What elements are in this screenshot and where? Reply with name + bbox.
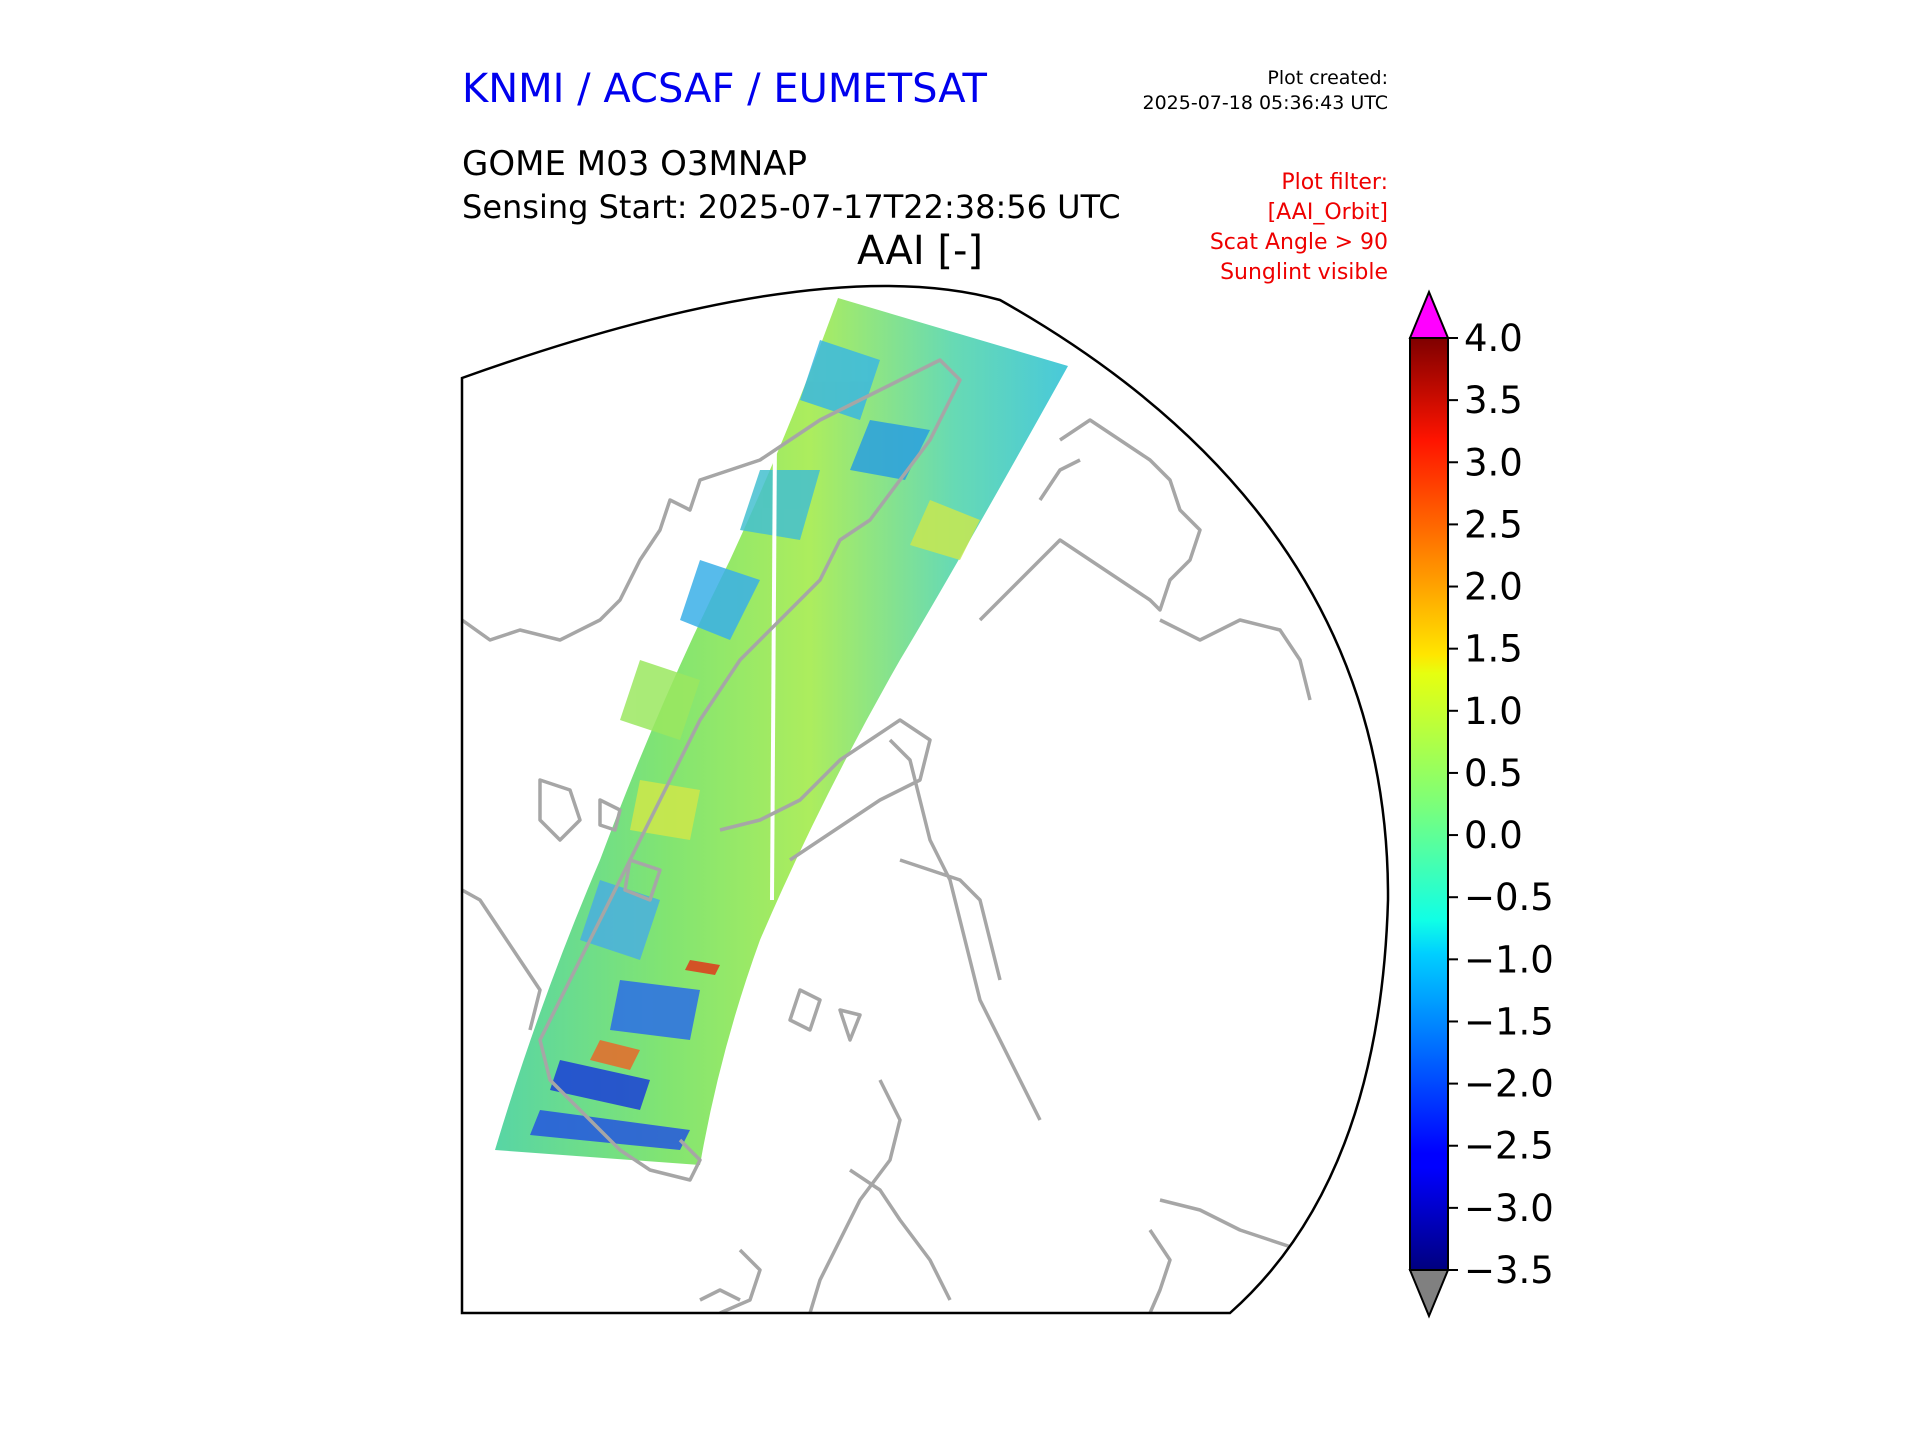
colorbar-tick-label: −2.0	[1464, 1063, 1554, 1106]
colorbar-tick-label: −2.5	[1464, 1125, 1554, 1168]
colorbar-tick-label: 1.0	[1464, 690, 1523, 733]
colorbar-under-arrow	[1408, 1269, 1450, 1319]
colorbar-tick-label: 2.0	[1464, 566, 1523, 609]
plot-filter-line: Sunglint visible	[1220, 260, 1388, 285]
plot-filter-line: Scat Angle > 90	[1209, 230, 1388, 255]
plot-filter-label: Plot filter:	[1281, 170, 1388, 195]
colorbar-tick-label: −1.0	[1464, 938, 1554, 981]
plot-created-time: 2025-07-18 05:36:43 UTC	[1142, 92, 1389, 114]
plot-created: Plot created: 2025-07-18 05:36:43 UTC	[1060, 66, 1389, 116]
colorbar-ticks: 4.0 3.5 3.0 2.5 2.0 1.5 1.0 0.5 0.0 −0.5 −1.0 −1.5 −…	[1448, 317, 1554, 1292]
colorbar-tick-label: 0.0	[1464, 814, 1523, 857]
colorbar-tick-label: −3.0	[1464, 1187, 1554, 1230]
swath-gap	[487, 1170, 601, 1198]
coastlines	[462, 358, 1312, 1313]
plot-created-label: Plot created:	[1267, 67, 1388, 89]
swath-gap	[491, 1157, 641, 1188]
colorbar-tick-label: 4.0	[1464, 317, 1523, 360]
map-content	[462, 285, 1389, 1313]
colorbar-over-arrow	[1408, 289, 1450, 339]
colorbar-gradient	[1410, 338, 1448, 1270]
colorbar-tick-label: 0.5	[1464, 752, 1523, 795]
colorbar-tick-label: 3.0	[1464, 441, 1523, 484]
swath-gap	[770, 434, 777, 901]
plot-filter-line: [AAI_Orbit]	[1267, 200, 1388, 225]
colorbar-tick-label: −3.5	[1464, 1249, 1554, 1292]
agency-title: KNMI / ACSAF / EUMETSAT	[462, 66, 987, 112]
colorbar-frame	[1409, 337, 1449, 1271]
colorbar-tick-label: −1.5	[1464, 1000, 1554, 1043]
colorbar-tick-label: 2.5	[1464, 503, 1523, 546]
sensing-start: Sensing Start: 2025-07-17T22:38:56 UTC	[462, 188, 1121, 226]
colorbar-tick-label: 3.5	[1464, 379, 1523, 422]
map-frame	[460, 284, 1390, 1315]
plot-filter: Plot filter: [AAI_Orbit] Scat Angle > 90…	[1100, 168, 1388, 288]
colorbar-tick-label: −0.5	[1464, 876, 1554, 919]
colorbar-tick-label: 1.5	[1464, 628, 1523, 671]
map-title: AAI [-]	[857, 228, 983, 274]
colorbar: 4.0 3.5 3.0 2.5 2.0 1.5 1.0 0.5 0.0 −0.5 −1.0 −1.5 −…	[1408, 289, 1554, 1319]
product-title: GOME M03 O3MNAP	[462, 144, 808, 184]
